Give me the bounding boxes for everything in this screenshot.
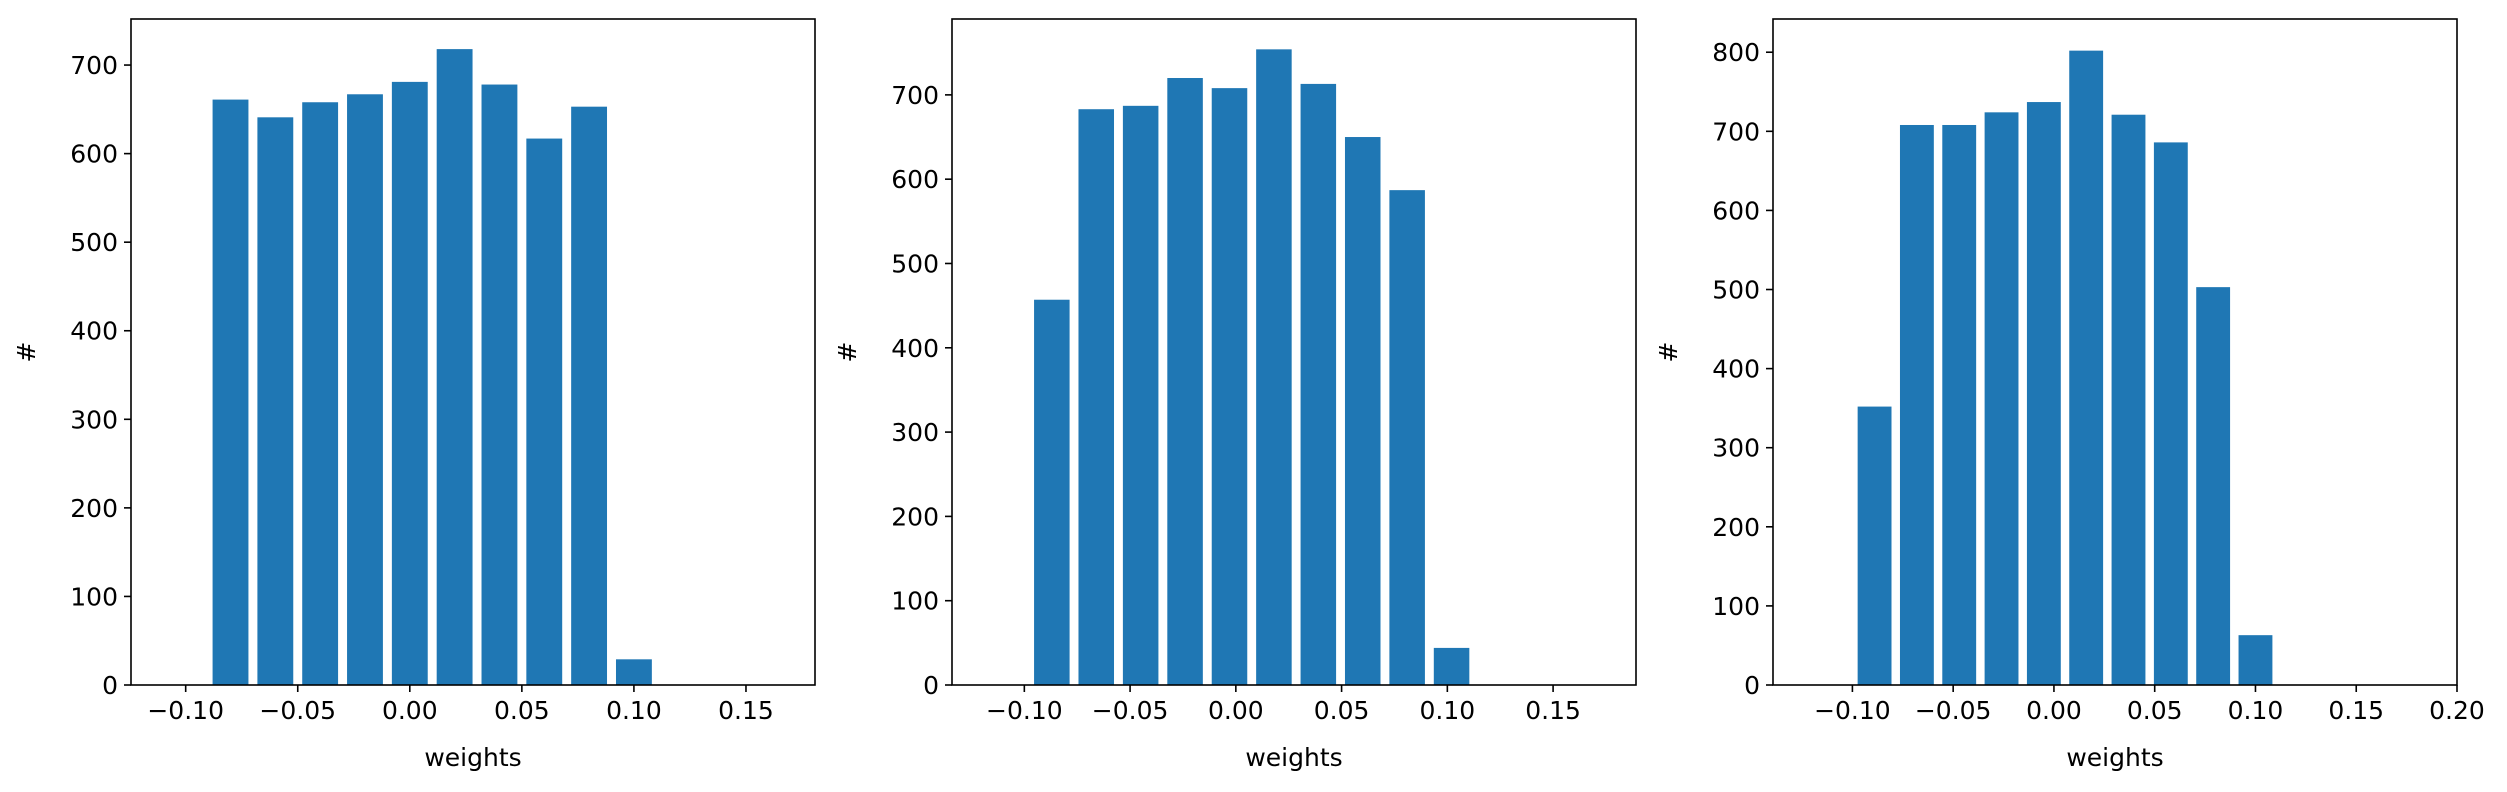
y-tick-label: 600 [891, 165, 939, 194]
x-tick-label: −0.10 [1814, 696, 1891, 725]
histogram-bar [436, 49, 473, 686]
histogram-bar [2111, 114, 2146, 685]
y-axis-label: # [12, 342, 41, 363]
x-tick-label: 0.00 [1208, 696, 1264, 725]
x-axis-label: weights [424, 743, 521, 772]
histogram-bar [1211, 88, 1248, 685]
y-tick-label: 200 [70, 494, 118, 523]
histogram-panel-middle: −0.10 −0.05 0.00 0.05 0.10 0.15 0 100 200 300 400 5… [833, 18, 1637, 772]
axes-frame [130, 18, 816, 686]
histogram-bar [1899, 124, 1934, 686]
y-tick-label: 100 [1712, 592, 1760, 621]
y-tick-label: 500 [891, 249, 939, 278]
histogram-bar [2196, 287, 2231, 685]
x-tick-label: −0.05 [1915, 696, 1992, 725]
y-tick-label: 800 [1712, 38, 1760, 67]
x-tick-label: 0.15 [1525, 696, 1581, 725]
y-tick-label: 500 [70, 228, 118, 257]
y-tick-label: 100 [70, 582, 118, 611]
histogram-bar [1942, 124, 1977, 686]
y-tick-label: 300 [70, 405, 118, 434]
histogram-panel-left: −0.10 −0.05 0.00 0.05 0.10 0.15 0 100 200 300 400 5… [12, 18, 816, 772]
histogram-bar [1984, 112, 2019, 685]
x-tick-label: −0.05 [1092, 696, 1169, 725]
x-tick-label: 0.05 [494, 696, 550, 725]
y-tick-label: 100 [891, 587, 939, 616]
y-tick-label: 0 [1744, 671, 1760, 700]
histogram-bar [481, 84, 518, 686]
y-tick-label: 400 [1712, 355, 1760, 384]
x-tick-label: 0.10 [2228, 696, 2284, 725]
x-tick-label: 0.10 [606, 696, 662, 725]
axes-frame [951, 18, 1637, 686]
histogram-bar [1167, 78, 1203, 685]
y-tick-label: 300 [891, 418, 939, 447]
histogram-bar [2238, 635, 2273, 685]
histogram-bar [615, 659, 652, 685]
x-axis-label: weights [1245, 743, 1342, 772]
y-tick-label: 0 [102, 671, 118, 700]
histogram-bar [2153, 142, 2188, 685]
y-tick-label: 200 [891, 502, 939, 531]
x-axis-label: weights [2066, 743, 2163, 772]
x-tick-label: −0.10 [147, 696, 224, 725]
histogram-panel-right: −0.10 −0.05 0.00 0.05 0.10 0.15 0.20 0 100 200 300… [1654, 18, 2485, 772]
y-axis-label: # [833, 342, 862, 363]
x-tick-label: 0.15 [718, 696, 774, 725]
histogram-bar [1300, 83, 1337, 685]
histogram-bar [1857, 406, 1892, 685]
x-tick-label: 0.00 [382, 696, 438, 725]
histogram-bar [347, 94, 383, 685]
histogram-bar [526, 138, 563, 685]
histogram-bar [2069, 50, 2104, 685]
histogram-bar [1433, 647, 1470, 685]
x-tick-label: 0.05 [2127, 696, 2183, 725]
x-tick-label: 0.05 [1314, 696, 1370, 725]
y-axis-label: # [1654, 342, 1683, 363]
x-tick-label: −0.10 [986, 696, 1063, 725]
y-tick-label: 500 [1712, 276, 1760, 305]
histogram-bar [1344, 137, 1381, 685]
y-tick-label: 700 [891, 81, 939, 110]
y-tick-label: 700 [1712, 117, 1760, 146]
histogram-bar [1122, 105, 1159, 685]
histogram-bar [1078, 109, 1115, 685]
y-tick-label: 0 [923, 671, 939, 700]
axes-frame [1772, 18, 2458, 686]
histogram-bar [1389, 190, 1425, 685]
histogram-bar [571, 106, 608, 686]
x-tick-label: 0.00 [2026, 696, 2082, 725]
y-tick-label: 600 [1712, 196, 1760, 225]
histogram-bar [302, 102, 339, 685]
x-tick-label: 0.10 [1420, 696, 1476, 725]
y-tick-label: 400 [70, 317, 118, 346]
histogram-bar [212, 99, 249, 686]
x-tick-label: −0.05 [259, 696, 336, 725]
y-tick-label: 600 [70, 140, 118, 169]
histogram-bar [2026, 102, 2061, 686]
histogram-bar [1256, 49, 1292, 686]
histogram-bar [391, 81, 428, 685]
y-tick-label: 700 [70, 51, 118, 80]
histogram-bar [1034, 299, 1070, 685]
y-tick-label: 200 [1712, 513, 1760, 542]
x-tick-label: 0.20 [2429, 696, 2485, 725]
histogram-bar [257, 117, 294, 685]
y-tick-label: 300 [1712, 434, 1760, 463]
y-tick-label: 400 [891, 334, 939, 363]
x-tick-label: 0.15 [2328, 696, 2384, 725]
